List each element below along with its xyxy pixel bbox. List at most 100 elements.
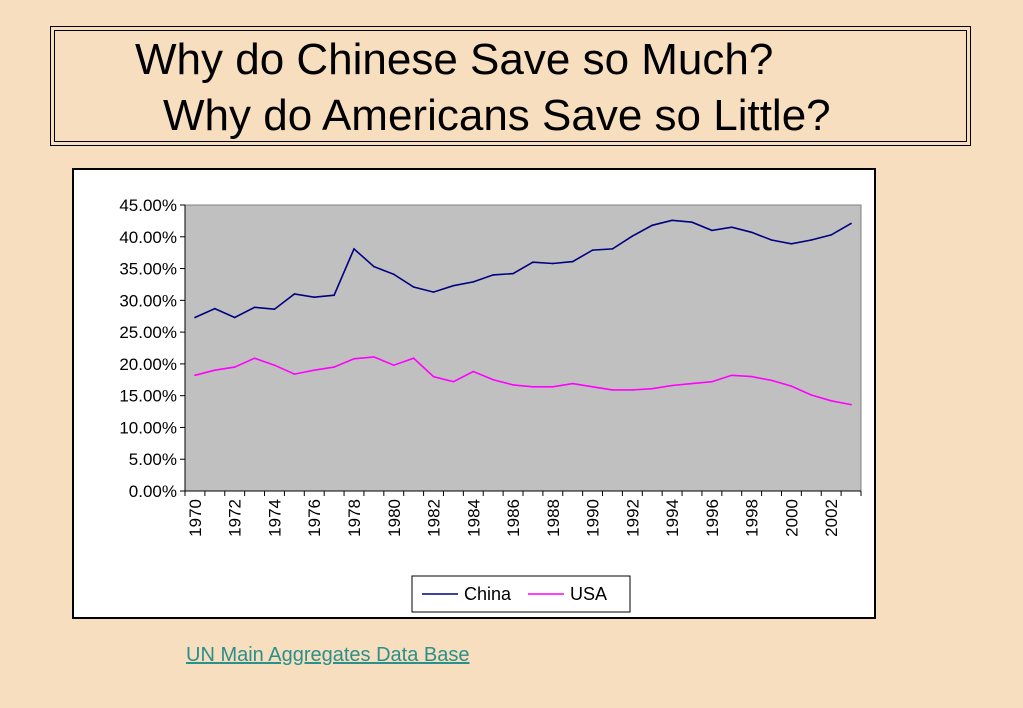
data-point-usa — [373, 356, 375, 358]
data-point-china — [611, 248, 614, 250]
data-point-china — [452, 284, 455, 287]
data-point-china — [651, 224, 654, 227]
x-tick-label: 1984 — [464, 499, 483, 537]
data-point-usa — [790, 385, 793, 387]
data-point-china — [333, 294, 335, 297]
series-line-china — [194, 219, 852, 319]
data-point-china — [293, 293, 296, 295]
data-point-china — [691, 221, 693, 223]
x-tick-label: 1994 — [663, 499, 682, 537]
series-line-usa — [194, 356, 852, 406]
data-point-usa — [691, 382, 693, 385]
data-point-usa — [313, 369, 316, 372]
data-point-usa — [552, 385, 554, 388]
savings-rate-chart: 0.00% 5.00% 10.00% 15.00% 20.00% 25.00% 30.00%… — [119, 196, 862, 613]
x-tick-label: 1992 — [623, 499, 642, 537]
data-point-china — [730, 226, 733, 229]
data-point-china — [233, 316, 236, 319]
data-point-usa — [492, 378, 494, 381]
data-point-china — [830, 234, 832, 236]
y-tick-label: 10.00% — [119, 418, 177, 437]
data-point-china — [373, 265, 375, 268]
data-point-china — [512, 272, 514, 275]
x-tick-label: 1974 — [265, 499, 284, 537]
data-point-usa — [472, 370, 475, 373]
data-point-china — [353, 248, 355, 250]
y-tick-label: 25.00% — [119, 323, 177, 342]
data-point-china — [253, 306, 256, 309]
legend-label-china: China — [464, 584, 512, 604]
x-tick-label: 1978 — [345, 499, 364, 537]
data-point-usa — [253, 357, 256, 359]
data-point-usa — [671, 384, 673, 387]
y-tick-label: 20.00% — [119, 355, 177, 374]
data-point-usa — [293, 373, 296, 375]
x-tick-label: 1980 — [385, 499, 404, 537]
data-point-china — [810, 239, 813, 241]
y-tick-label: 5.00% — [129, 450, 177, 469]
data-point-china — [790, 242, 793, 245]
x-tick-label: 2000 — [782, 499, 801, 537]
data-point-usa — [631, 389, 634, 391]
data-point-china — [750, 231, 753, 234]
y-tick-label: 15.00% — [119, 387, 177, 406]
x-tick-label: 1986 — [504, 499, 523, 537]
data-point-usa — [233, 366, 236, 368]
data-point-china — [552, 262, 554, 265]
data-point-china — [711, 229, 713, 232]
data-point-usa — [770, 379, 773, 382]
data-point-china — [591, 249, 594, 251]
data-point-china — [194, 316, 196, 319]
x-tick-label: 1990 — [584, 499, 603, 537]
data-point-china — [273, 308, 276, 311]
data-point-china — [472, 281, 475, 283]
data-point-china — [492, 274, 494, 276]
data-point-usa — [412, 357, 415, 359]
x-tick-label: 1970 — [186, 499, 205, 537]
x-tick-label: 1996 — [703, 499, 722, 537]
x-tick-label: 1976 — [305, 499, 324, 537]
data-point-usa — [432, 375, 435, 378]
data-point-usa — [611, 389, 614, 391]
data-point-usa — [730, 374, 733, 377]
data-point-usa — [353, 358, 355, 360]
x-tick-label: 2002 — [822, 499, 841, 537]
chart-frame: 0.00% 5.00% 10.00% 15.00% 20.00% 25.00% 30.00%… — [72, 168, 876, 619]
data-point-usa — [750, 375, 753, 378]
data-point-usa — [392, 364, 395, 366]
data-point-usa — [194, 374, 196, 377]
source-link[interactable]: UN Main Aggregates Data Base — [186, 644, 470, 666]
data-point-china — [571, 260, 574, 263]
x-tick-label: 1982 — [425, 499, 444, 537]
data-point-china — [392, 273, 395, 276]
data-point-usa — [571, 382, 574, 385]
data-point-usa — [651, 387, 654, 390]
data-point-usa — [591, 385, 594, 388]
data-point-usa — [214, 369, 216, 372]
data-point-china — [214, 307, 216, 310]
plot-area — [184, 204, 862, 492]
data-point-usa — [273, 364, 276, 366]
y-tick-label: 35.00% — [119, 260, 177, 279]
data-point-china — [671, 219, 673, 222]
data-point-usa — [452, 380, 455, 383]
data-point-usa — [850, 403, 852, 406]
x-tick-label: 1972 — [226, 499, 245, 537]
title-line-1: Why do Chinese Save so Much? — [135, 35, 774, 84]
data-point-china — [432, 291, 435, 293]
y-tick-label: 0.00% — [129, 482, 177, 501]
data-point-china — [631, 235, 634, 237]
data-point-usa — [333, 366, 335, 368]
data-point-usa — [532, 385, 534, 388]
data-point-china — [412, 286, 415, 288]
data-point-usa — [512, 384, 514, 386]
data-point-china — [770, 239, 773, 241]
data-point-china — [850, 222, 852, 225]
data-point-usa — [810, 394, 813, 396]
data-point-china — [313, 296, 316, 298]
x-tick-label: 1998 — [743, 499, 762, 537]
y-tick-label: 40.00% — [119, 228, 177, 247]
y-tick-label: 30.00% — [119, 291, 177, 310]
data-point-china — [532, 261, 534, 263]
title-box: Why do Chinese Save so Much? Why do Amer… — [50, 26, 971, 146]
